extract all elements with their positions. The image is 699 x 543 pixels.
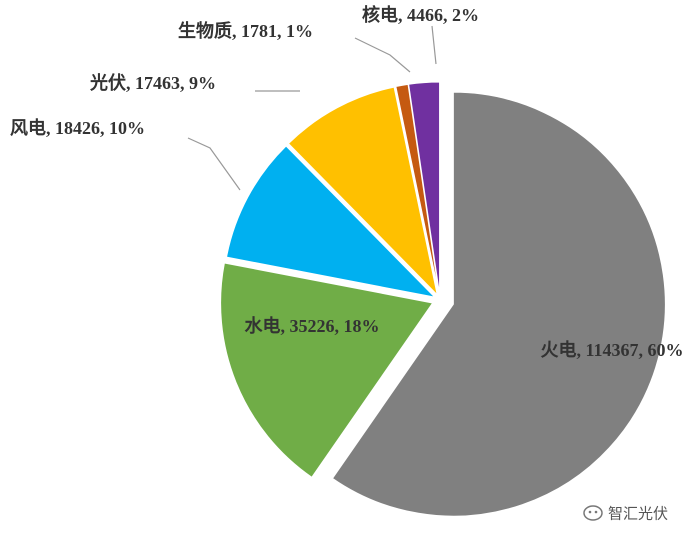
- leader-line: [431, 25, 437, 65]
- category-name: 风电: [10, 117, 46, 138]
- value-label: , 1781, 1%: [232, 21, 313, 41]
- value-label: , 114367, 60%: [576, 340, 683, 360]
- pie-slice: [287, 86, 439, 297]
- category-name: 生物质: [178, 20, 232, 41]
- value-label: , 4466, 2%: [398, 5, 479, 25]
- watermark-icon: [583, 505, 603, 521]
- value-label: , 35226, 18%: [281, 316, 380, 336]
- pie-slice: [220, 262, 434, 478]
- data-label: 风电, 18426, 10%: [10, 117, 145, 138]
- pie-slice: [408, 81, 441, 295]
- category-name: 光伏: [89, 72, 126, 93]
- data-label: 光伏, 17463, 9%: [89, 72, 216, 93]
- category-name: 火电: [540, 339, 576, 360]
- pie-slice: [225, 145, 437, 298]
- data-label: 火电, 114367, 60%: [540, 339, 683, 360]
- category-name: 水电: [245, 315, 281, 336]
- data-label: 水电, 35226, 18%: [245, 315, 380, 336]
- watermark: 智汇光伏: [608, 505, 668, 523]
- category-name: 核电: [362, 4, 398, 25]
- pie-slice: [331, 91, 666, 517]
- pie-slice: [395, 83, 440, 295]
- data-label: 生物质, 1781, 1%: [178, 20, 313, 41]
- value-label: , 18426, 10%: [46, 118, 145, 138]
- leader-line: [187, 137, 241, 191]
- leader-line: [354, 37, 411, 73]
- data-label: 核电, 4466, 2%: [362, 4, 479, 25]
- value-label: , 17463, 9%: [126, 73, 216, 93]
